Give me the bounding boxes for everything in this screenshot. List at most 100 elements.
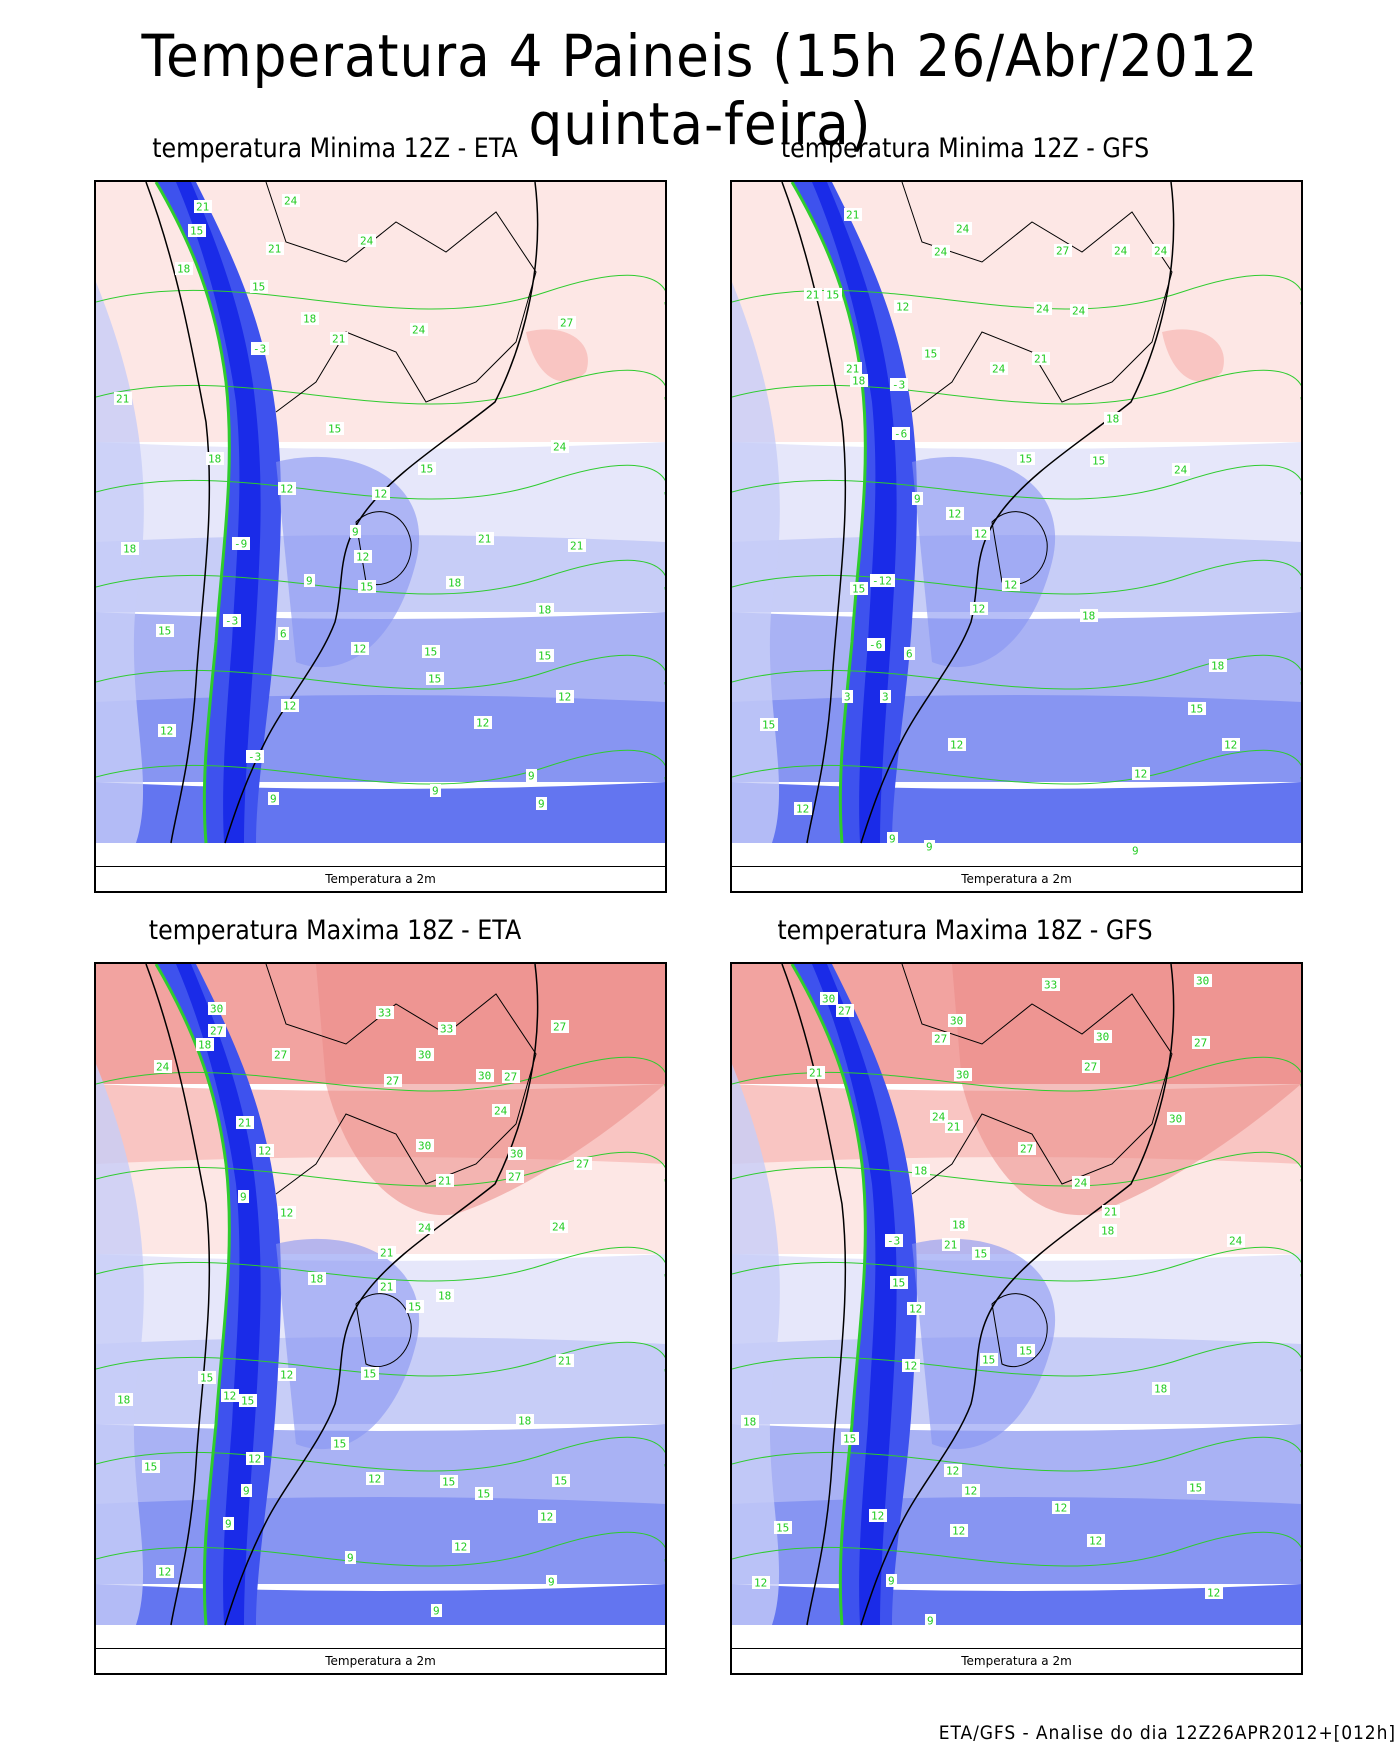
isotherm-contour — [732, 1436, 1301, 1472]
contour-label-text: 12 — [948, 508, 961, 521]
contour-label: -6 — [867, 638, 885, 652]
contour-label: 12 — [1205, 1586, 1223, 1600]
panel-caption: Temperatura a 2m — [96, 1648, 665, 1673]
contour-label: 18 — [741, 1415, 759, 1429]
contour-label: 24 — [1070, 304, 1088, 318]
contour-label: 12 — [256, 1144, 274, 1158]
contour-label-text: 24 — [932, 1111, 946, 1124]
contour-label-text: 27 — [576, 1158, 589, 1171]
contour-label-text: 15 — [424, 646, 437, 659]
isotherm-contour — [96, 1246, 665, 1282]
contour-label: 24 — [551, 440, 569, 454]
contour-label-text: 30 — [418, 1049, 431, 1062]
andes-core — [812, 964, 897, 1625]
contour-label-text: 33 — [1044, 979, 1057, 992]
isotherm-contour — [732, 464, 1301, 500]
contour-label-text: -3 — [887, 1235, 900, 1248]
contour-label-text: 24 — [1072, 305, 1086, 318]
contour-label-text: 12 — [871, 1510, 884, 1523]
warm-interior — [316, 964, 665, 1216]
contour-label-text: 21 — [570, 540, 583, 553]
pacific-coastline — [145, 182, 211, 844]
contour-label-text: 21 — [809, 1067, 822, 1080]
contour-label: 18 — [175, 262, 193, 276]
contour-label: 12 — [281, 699, 299, 713]
contour-label: 12 — [950, 1524, 968, 1538]
contour-label: 15 — [156, 624, 174, 638]
country-borders — [901, 964, 1173, 1195]
isotherm-contour — [96, 1341, 665, 1377]
contour-label: 12 — [246, 1452, 264, 1466]
country-borders — [265, 182, 537, 413]
contour-label-text: 9 — [538, 798, 545, 811]
contour-label-text: 15 — [408, 1301, 421, 1314]
isotherm-contour — [732, 274, 1301, 310]
contour-label: 24 — [154, 1060, 172, 1074]
ocean-cool-region — [96, 1064, 144, 1625]
contour-label-text: 24 — [1074, 1177, 1088, 1190]
map-panel-tmax-eta: 30 33 27 33 27 24 18 27 30 27 30 27 21 24 12 30 30 27 27 9 2… — [94, 962, 667, 1675]
contour-label: 30 — [1167, 1112, 1185, 1126]
contour-label: 18 — [912, 1164, 930, 1178]
contour-label-text: 12 — [1089, 1535, 1102, 1548]
contour-label-text: 12 — [368, 1473, 381, 1486]
contour-label-text: 12 — [353, 643, 366, 656]
contour-label-text: 18 — [538, 604, 551, 617]
contour-label: 27 — [506, 1170, 524, 1184]
panel-title-tmax-eta: temperatura Maxima 18Z - ETA — [148, 915, 522, 946]
contour-label-text: 24 — [1036, 303, 1050, 316]
contour-label: 24 — [410, 323, 428, 337]
contour-label-text: 21 — [1104, 1206, 1117, 1219]
contour-label: 18 — [1152, 1382, 1170, 1396]
contour-label-text: 12 — [896, 301, 909, 314]
isotherm-contour — [732, 1341, 1301, 1377]
contour-label: 27 — [932, 1032, 950, 1046]
contour-label: 33 — [1042, 978, 1060, 992]
contour-label-text: 27 — [838, 1005, 851, 1018]
contour-label: 21 — [194, 200, 212, 214]
contour-label: 12 — [278, 482, 296, 496]
contour-label: 18 — [1104, 412, 1122, 426]
contour-label-text: 24 — [156, 1061, 170, 1074]
contour-label: 12 — [474, 716, 492, 730]
temperature-band — [732, 695, 1301, 782]
contour-label-text: 15 — [1019, 1345, 1032, 1358]
contour-label: 24 — [930, 1110, 948, 1124]
contour-label: 12 — [894, 300, 912, 314]
contour-label-text: 3 — [844, 691, 851, 704]
contour-label-text: 27 — [560, 317, 573, 330]
contour-label-text: 18 — [1101, 1225, 1114, 1238]
contour-label: 21 — [1032, 352, 1050, 366]
contour-label-text: 27 — [210, 1025, 223, 1038]
contour-label: 18 — [446, 576, 464, 590]
contour-label-text: 27 — [934, 1033, 947, 1046]
contour-label-text: 9 — [270, 793, 277, 806]
contour-label: 18 — [536, 603, 554, 617]
contour-label-text: 12 — [952, 1525, 965, 1538]
contour-label-text: 12 — [558, 691, 571, 704]
contour-label: 24 — [1227, 1234, 1245, 1248]
contour-label-text: 24 — [553, 441, 567, 454]
contour-label: 21 — [476, 532, 494, 546]
contour-label: 9 — [304, 574, 315, 588]
contour-label: -3 — [223, 614, 241, 628]
contour-label-text: 18 — [1211, 660, 1224, 673]
contour-label-text: 15 — [762, 719, 775, 732]
contour-label-text: 12 — [1134, 768, 1147, 781]
contour-label: 21 — [844, 362, 862, 376]
contour-label-text: 21 — [478, 533, 491, 546]
contour-label: 24 — [550, 1220, 568, 1234]
contour-label: 21 — [804, 288, 822, 302]
contour-label-text: 30 — [1096, 1031, 1109, 1044]
contour-label-text: 18 — [852, 375, 865, 388]
contour-label-text: 30 — [510, 1148, 523, 1161]
contour-label-text: 12 — [223, 1390, 236, 1403]
contour-label: 21 — [807, 1066, 825, 1080]
isotherm-contour — [732, 1246, 1301, 1282]
contour-label-text: 15 — [360, 581, 373, 594]
contour-label: 9 — [223, 1517, 234, 1531]
contour-label-text: 18 — [743, 1416, 756, 1429]
contour-label: 15 — [1187, 1481, 1205, 1495]
country-borders — [901, 182, 1173, 413]
contour-label-text: 30 — [210, 1003, 223, 1016]
